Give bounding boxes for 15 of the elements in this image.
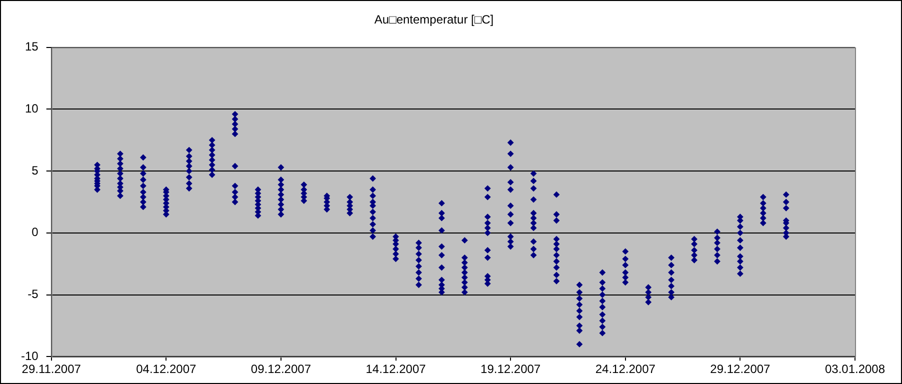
- y-tick-label: 15: [24, 40, 39, 54]
- x-tick-label: 03.01.2008: [824, 362, 886, 376]
- x-tick-label: 24.12.2007: [595, 362, 656, 376]
- x-tick-label: 14.12.2007: [366, 362, 426, 376]
- y-tick-label: 10: [24, 102, 39, 116]
- x-tick-label: 04.12.2007: [136, 362, 197, 376]
- y-tick-label: 5: [32, 163, 39, 178]
- x-tick-label: 09.12.2007: [250, 362, 312, 376]
- y-tick-label: -5: [28, 287, 39, 302]
- y-tick-label: -10: [21, 348, 39, 363]
- chart-title: Au□entemperatur [□C]: [374, 12, 494, 27]
- x-tick-label: 29.12.2007: [710, 362, 771, 376]
- y-tick-label: 0: [32, 225, 39, 240]
- x-tick-label: 29.11.2007: [22, 362, 82, 376]
- x-tick-label: 19.12.2007: [480, 362, 541, 376]
